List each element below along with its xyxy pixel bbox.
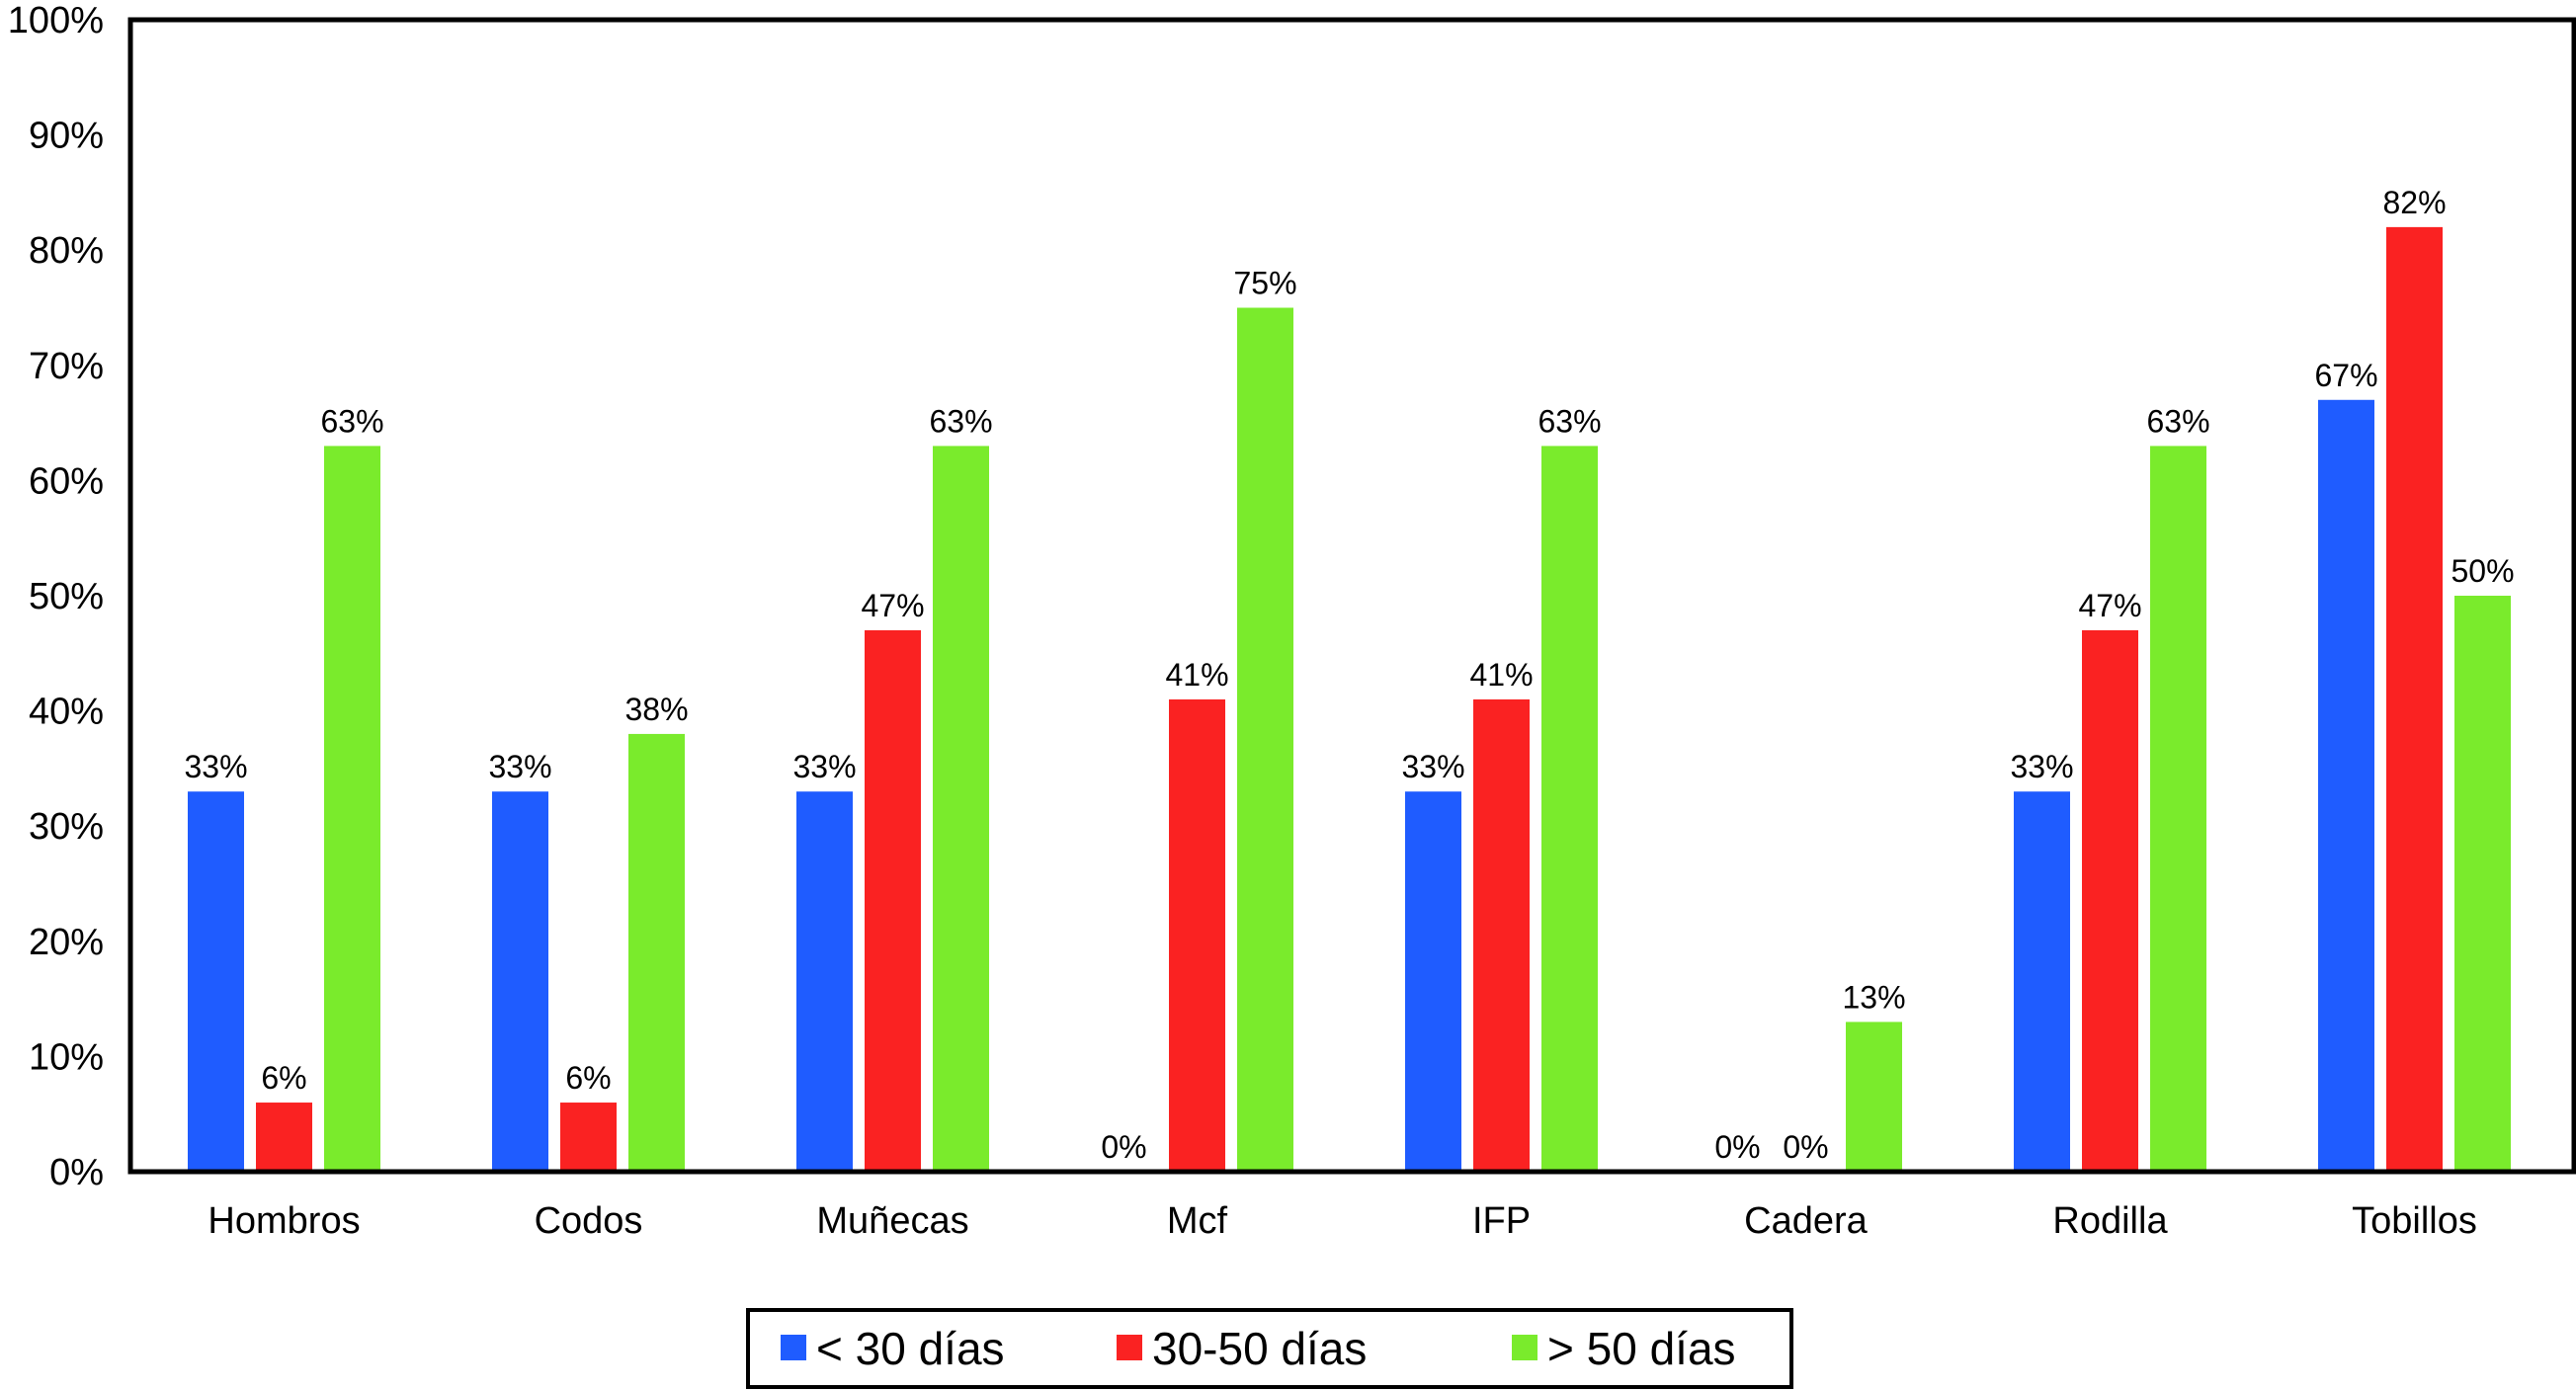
bar	[2150, 446, 2206, 1172]
data-label: 0%	[1714, 1129, 1760, 1165]
data-label: 38%	[624, 692, 688, 727]
y-tick-label: 50%	[29, 576, 104, 617]
legend-label: 30-50 días	[1152, 1323, 1367, 1374]
legend-swatch	[1512, 1335, 1537, 1360]
bar	[256, 1103, 312, 1172]
x-tick-label: Hombros	[208, 1200, 360, 1242]
y-tick-label: 60%	[29, 460, 104, 502]
data-label: 33%	[792, 749, 856, 784]
data-label: 0%	[1101, 1129, 1146, 1165]
legend-box	[746, 1308, 1793, 1389]
data-label: 47%	[2078, 588, 2141, 623]
data-label: 50%	[2451, 553, 2514, 589]
data-label: 33%	[488, 749, 551, 784]
data-label: 41%	[1469, 657, 1533, 693]
y-tick-label: 40%	[29, 692, 104, 733]
bars	[188, 226, 2511, 1172]
x-tick-label: Cadera	[1744, 1200, 1868, 1242]
data-label: 41%	[1165, 657, 1228, 693]
y-tick-label: 10%	[29, 1036, 104, 1078]
x-tick-label: IFP	[1472, 1200, 1531, 1242]
legend-label: < 30 días	[816, 1323, 1005, 1374]
bar	[560, 1103, 617, 1172]
bar	[2082, 629, 2138, 1172]
bar	[1405, 791, 1461, 1172]
data-label: 63%	[2146, 403, 2209, 439]
data-label: 33%	[1401, 749, 1464, 784]
x-tick-label: Mcf	[1167, 1200, 1228, 1242]
data-label: 6%	[565, 1060, 611, 1096]
y-tick-label: 20%	[29, 922, 104, 963]
data-label: 6%	[261, 1060, 306, 1096]
y-tick-label: 90%	[29, 116, 104, 157]
x-tick-label: Muñecas	[816, 1200, 968, 1242]
data-labels: 33% 6% 63% 33% 6% 38% 33% 47% 63% 41% 75% 33% 41% 63%…	[184, 185, 2514, 1165]
x-tick-label: Tobillos	[2352, 1200, 2477, 1242]
bar	[2386, 226, 2443, 1172]
data-label: 63%	[1537, 403, 1601, 439]
y-tick-label: 80%	[29, 230, 104, 272]
y-tick-label: 0%	[49, 1152, 104, 1193]
bar	[2318, 399, 2374, 1172]
data-label: 13%	[1842, 979, 1905, 1015]
data-label: 82%	[2382, 185, 2446, 220]
bar	[188, 791, 244, 1172]
legend: < 30 días 30-50 días > 50 días	[746, 1308, 1793, 1389]
bar	[2014, 791, 2070, 1172]
data-label: 33%	[184, 749, 247, 784]
data-label: 0%	[1783, 1129, 1828, 1165]
bar	[628, 733, 685, 1172]
bar	[1237, 307, 1293, 1172]
legend-swatch	[781, 1335, 806, 1360]
bar	[865, 629, 921, 1172]
plot-frame	[127, 17, 2576, 1175]
bar	[492, 791, 548, 1172]
legend-label: > 50 días	[1547, 1323, 1736, 1374]
data-label: 75%	[1233, 266, 1296, 301]
x-tick-label: Codos	[535, 1200, 643, 1242]
bar	[1473, 698, 1530, 1172]
x-axis: Hombros Codos Muñecas Mcf IFP Cadera Rodilla To…	[208, 1200, 2476, 1242]
bar	[324, 446, 380, 1172]
bar	[1846, 1022, 1902, 1172]
y-tick-label: 100%	[8, 0, 104, 41]
y-tick-label: 70%	[29, 346, 104, 387]
y-tick-label: 30%	[29, 806, 104, 848]
y-axis: 0% 10% 20% 30% 40% 50% 60% 70% 80% 90% 100%	[8, 0, 104, 1193]
x-tick-label: Rodilla	[2052, 1200, 2168, 1242]
data-label: 47%	[861, 588, 924, 623]
bar	[2454, 596, 2511, 1172]
data-label: 33%	[2010, 749, 2073, 784]
bar	[796, 791, 853, 1172]
data-label: 63%	[929, 403, 992, 439]
data-label: 63%	[320, 403, 383, 439]
legend-swatch	[1117, 1335, 1142, 1360]
bar	[933, 446, 989, 1172]
bar	[1541, 446, 1598, 1172]
bar	[1169, 698, 1225, 1172]
data-label: 67%	[2314, 358, 2377, 393]
